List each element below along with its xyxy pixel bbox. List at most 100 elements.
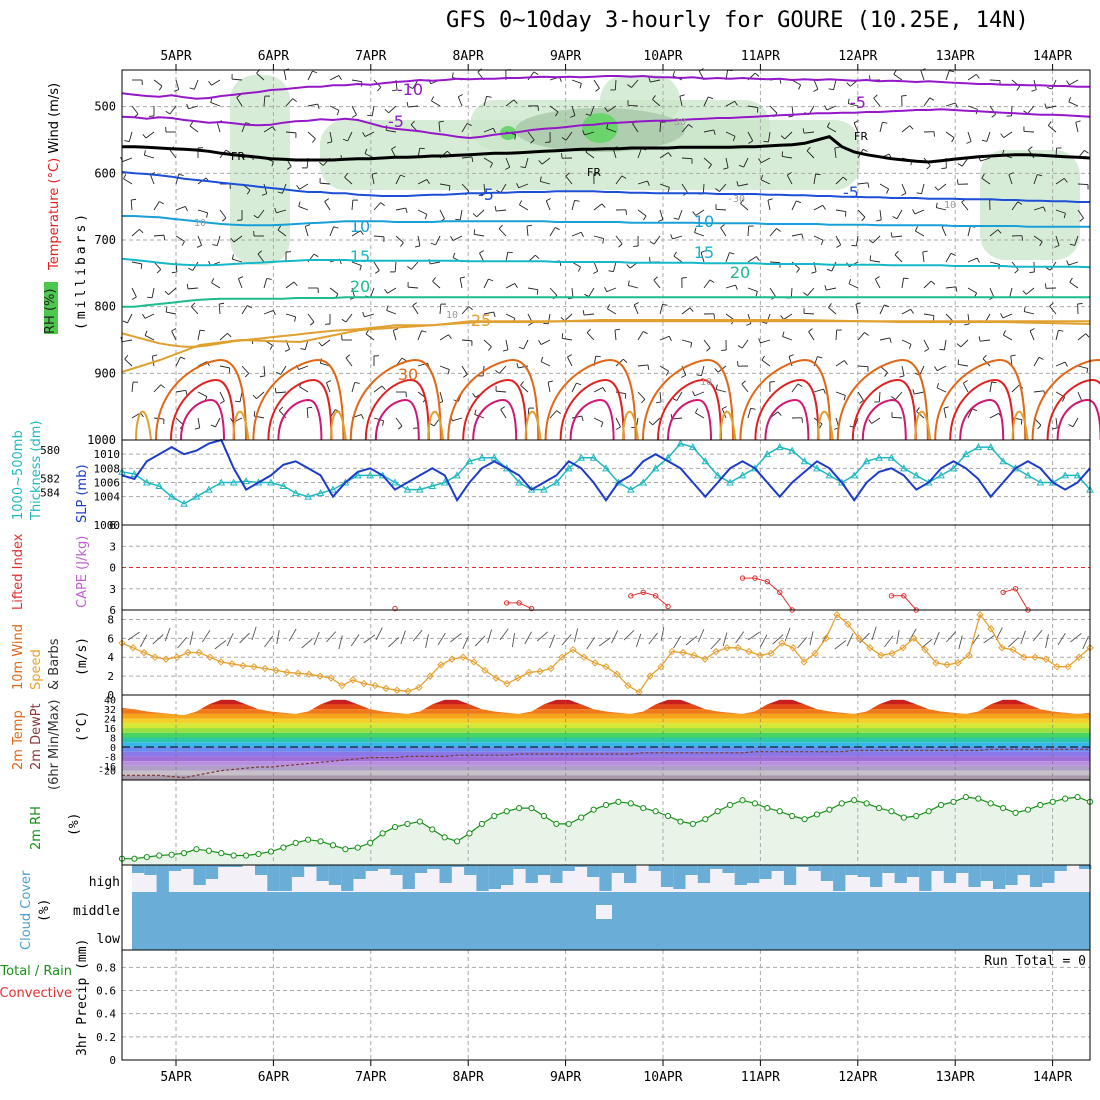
- wind-barb: [571, 287, 574, 298]
- wind-barb: [175, 417, 184, 426]
- wind-barb: [1068, 101, 1079, 107]
- wind-barb: [868, 419, 872, 424]
- wind-barb: [1047, 121, 1052, 126]
- wind-speed-point: [404, 687, 412, 695]
- wind-barb: [662, 303, 668, 306]
- wind-barb: [145, 131, 155, 139]
- wind-barb: [967, 408, 973, 419]
- isotherm-30: [155, 358, 247, 441]
- wind-barb: [892, 235, 903, 238]
- wind-barb: [607, 304, 611, 310]
- wind-barb: [326, 380, 332, 384]
- thickness-point: [552, 478, 561, 486]
- wind-barb: [997, 229, 1002, 234]
- wind-barb: [153, 384, 162, 393]
- wind-speed-point: [393, 686, 401, 694]
- rh-point: [888, 808, 895, 815]
- wind-barb: [802, 128, 805, 134]
- wind-barb: [598, 637, 611, 647]
- rh-point: [1024, 806, 1032, 813]
- rh-point: [466, 830, 473, 837]
- wind-barb: [1045, 267, 1051, 271]
- wind-barb: [579, 83, 582, 89]
- wind-barb: [806, 150, 815, 159]
- rh-point: [664, 812, 672, 820]
- cloud-high-bar: [685, 865, 698, 875]
- wind-barb: [373, 202, 382, 211]
- wind-barb: [518, 183, 529, 189]
- rh-area: [980, 150, 1080, 260]
- wind-barb: [945, 253, 952, 263]
- wind-barb: [901, 339, 912, 345]
- wind-barb: [692, 211, 696, 216]
- wind-speed-point: [800, 658, 808, 666]
- wind-barb: [923, 280, 932, 289]
- wind-barb: [152, 354, 158, 357]
- wind-barb: [447, 369, 450, 375]
- li-point: [665, 603, 671, 610]
- wind-barb: [253, 411, 256, 417]
- wind-barb: [237, 278, 243, 289]
- wind-barb: [362, 311, 365, 317]
- wind-barb: [848, 283, 859, 289]
- date-label-top: 13APR: [936, 49, 975, 64]
- wind-barb: [461, 365, 468, 375]
- wind-barb: [505, 166, 510, 170]
- thickness-point: [937, 471, 945, 479]
- wind-barb: [417, 209, 428, 215]
- wind-barb: [214, 640, 227, 650]
- wind-barb: [582, 130, 585, 136]
- wind-barb: [962, 382, 969, 393]
- wind-barb: [673, 251, 677, 257]
- wind-barb: [1070, 632, 1082, 643]
- isotherm-label: 20: [730, 263, 750, 282]
- thickness-point: [267, 478, 275, 486]
- wind-barb: [709, 279, 715, 283]
- cape-axis-label: CAPE (J/kg): [75, 536, 90, 608]
- wind-barb: [923, 97, 931, 107]
- wind-barb: [602, 387, 606, 392]
- wind-barb: [760, 157, 771, 164]
- rh-point: [193, 846, 200, 853]
- wind-barb: [1069, 243, 1075, 246]
- wind-barb: [285, 131, 297, 134]
- wind-barb: [725, 313, 735, 321]
- wind-barb: [767, 131, 771, 142]
- wind-barb: [336, 110, 340, 116]
- rh-point: [1037, 801, 1044, 809]
- wind-barb: [562, 337, 573, 341]
- wind-barb: [1066, 80, 1070, 86]
- wind-barb: [307, 131, 316, 140]
- wind-barb: [156, 269, 162, 274]
- wind-barb: [524, 157, 529, 168]
- wind-barb: [122, 339, 133, 343]
- wind-speed-point: [569, 645, 577, 654]
- cloud-middle-label: middle: [73, 904, 120, 919]
- thickness-point: [589, 453, 598, 461]
- wind-barb: [384, 109, 389, 114]
- wind-barb: [400, 174, 406, 178]
- wind-barb: [177, 637, 188, 649]
- wind-barb: [843, 395, 846, 401]
- wind-barb: [350, 634, 360, 647]
- wind-barb: [1077, 333, 1087, 341]
- wind-barb: [857, 391, 864, 401]
- wind-barb: [124, 358, 133, 367]
- cloud-high-bar: [427, 865, 440, 869]
- wind-barb: [360, 230, 364, 236]
- rh-point: [453, 838, 461, 845]
- wind-barb: [1008, 174, 1013, 185]
- wind-axis-label: Speed: [29, 649, 44, 690]
- wind-barb: [381, 385, 386, 391]
- isotherm-40: [861, 398, 907, 441]
- isotherm-30-small: [914, 410, 932, 441]
- wind-barb: [275, 391, 287, 394]
- wind-barb: [123, 174, 127, 179]
- wind-barb: [826, 105, 837, 111]
- wind-barb: [263, 365, 266, 377]
- wind-barb: [571, 382, 577, 393]
- rh-point: [925, 808, 932, 815]
- wind-barb: [896, 630, 900, 645]
- wind-barb: [329, 287, 339, 295]
- wind-barb: [736, 181, 739, 187]
